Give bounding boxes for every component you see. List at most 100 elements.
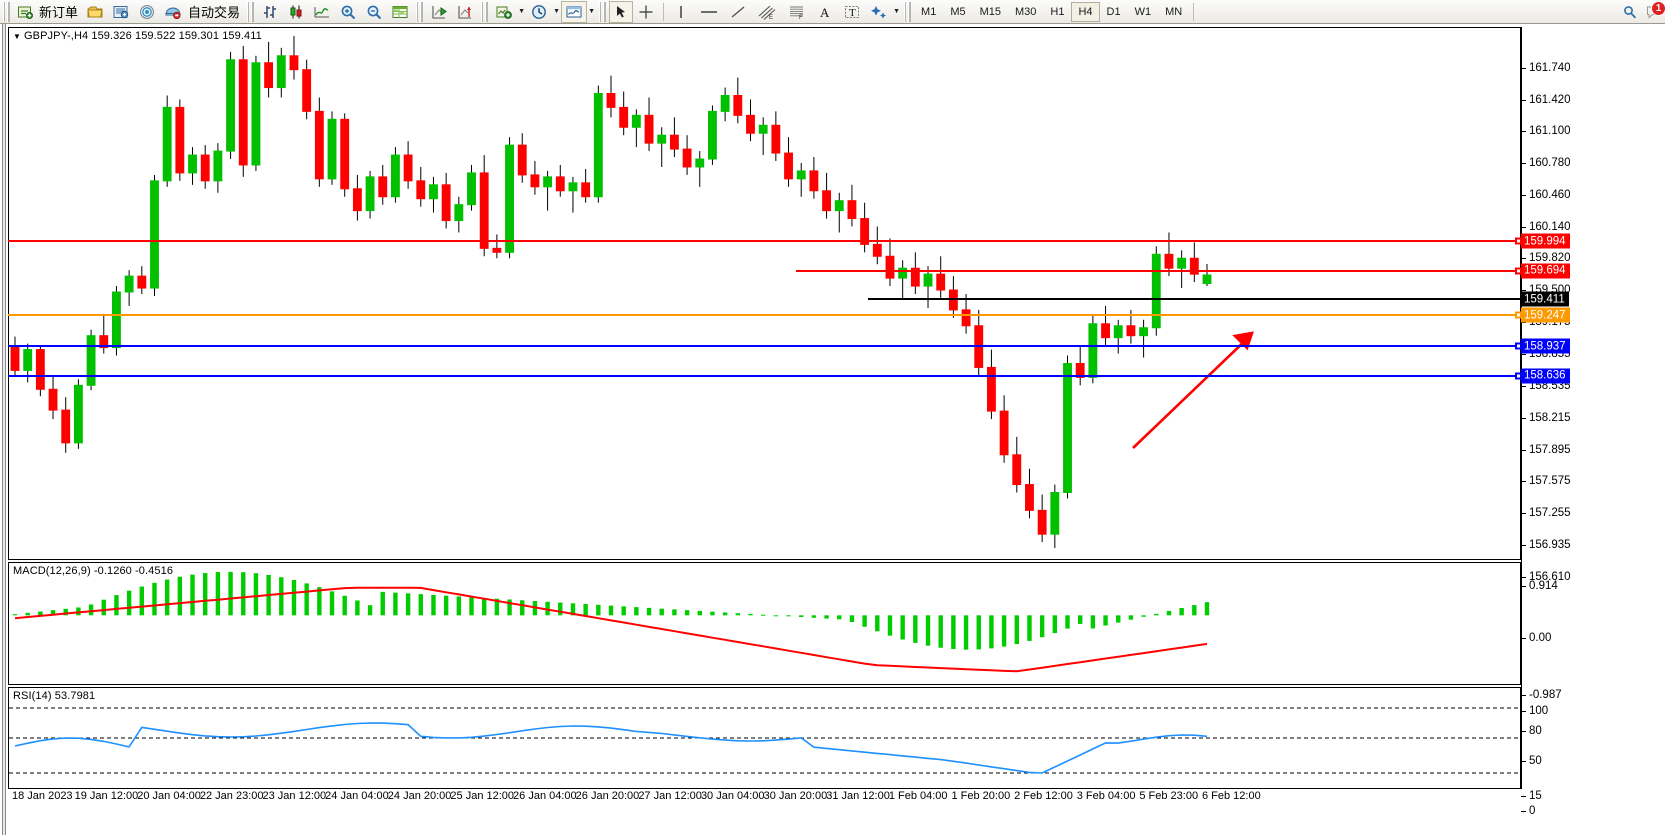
vertical-line-icon[interactable] <box>668 1 694 23</box>
chart-shift-icon[interactable] <box>452 1 478 23</box>
price-line-resistance[interactable] <box>796 267 1522 275</box>
time-tick-label: 3 Feb 04:00 <box>1076 790 1136 802</box>
chart-left-scroll-handle[interactable] <box>0 24 8 835</box>
rsi-tick-label: 80 <box>1529 725 1542 737</box>
price-line-support[interactable] <box>8 342 1522 350</box>
chart-menu-arrow-icon[interactable]: ▼ <box>13 32 22 41</box>
rsi-tick-label: 0 <box>1529 805 1536 817</box>
macd-tick-label: 0.00 <box>1529 632 1552 645</box>
price-tick <box>1521 67 1526 69</box>
svg-text:T: T <box>849 7 856 19</box>
price-tick-label: 161.100 <box>1529 125 1571 138</box>
toolbar-grip-3[interactable] <box>416 1 424 22</box>
auto-scroll-icon[interactable] <box>426 1 452 23</box>
price-tick-label: 161.740 <box>1529 61 1571 74</box>
timeframe-w1[interactable]: W1 <box>1134 5 1152 18</box>
indicators-dropdown-arrow[interactable]: ▼ <box>518 8 525 15</box>
shapes-icon[interactable] <box>866 1 892 23</box>
rsi-tick-label: 50 <box>1529 755 1542 767</box>
macd-label: MACD(12,26,9) -0.1260 -0.4516 <box>13 565 174 577</box>
macd-tick <box>1521 638 1526 640</box>
price-tag-current-price[interactable]: 159.411 <box>1521 291 1569 307</box>
main-toolbar: 新订单 自动交易 <box>0 0 1665 24</box>
line-chart-icon[interactable] <box>309 1 335 23</box>
macd-tick-label: 0.914 <box>1529 580 1558 592</box>
timeframe-m5[interactable]: M5 <box>950 5 966 18</box>
equidistant-channel-icon[interactable]: E <box>752 1 782 23</box>
time-tick-label: 19 Jan 12:00 <box>74 790 139 802</box>
timeframe-h1[interactable]: H1 <box>1050 5 1065 18</box>
timeframe-d1[interactable]: D1 <box>1106 5 1121 18</box>
indicators-icon[interactable] <box>491 1 517 23</box>
search-icon[interactable] <box>1617 1 1643 23</box>
timeframe-m15[interactable]: M15 <box>979 5 1001 18</box>
toolbar-grip-2[interactable] <box>247 1 255 22</box>
timeframe-mn[interactable]: MN <box>1165 5 1183 18</box>
price-line-pivot[interactable] <box>8 311 1522 319</box>
news-icon[interactable] <box>108 1 134 23</box>
folder-icon[interactable] <box>82 1 108 23</box>
text-label-icon[interactable]: T <box>838 1 866 23</box>
timeframe-m30[interactable]: M30 <box>1015 5 1037 18</box>
time-tick-label: 6 Feb 12:00 <box>1202 790 1261 802</box>
text-icon[interactable]: A <box>812 1 838 23</box>
price-line-current-price[interactable] <box>868 298 1521 301</box>
zoom-out-icon[interactable] <box>361 1 387 23</box>
period-dropdown-arrow[interactable]: ▼ <box>553 8 560 15</box>
price-tick <box>1521 544 1526 546</box>
bar-chart-icon[interactable] <box>257 1 283 23</box>
price-pane[interactable]: ▼ GBPJPY-,H4 159.326 159.522 159.301 159.… <box>8 27 1521 560</box>
candlestick-chart-icon[interactable] <box>283 1 309 23</box>
price-tick-label: 160.140 <box>1529 220 1571 233</box>
price-tick <box>1521 577 1526 579</box>
price-tick <box>1521 481 1526 483</box>
time-tick-label: 2 Feb 12:00 <box>1014 790 1073 802</box>
templates-icon[interactable] <box>561 0 588 23</box>
autotrade-icon[interactable] <box>160 1 186 23</box>
rsi-tick <box>1521 796 1526 797</box>
shapes-dropdown-arrow[interactable]: ▼ <box>893 8 900 15</box>
price-tag-resistance[interactable]: 159.694 <box>1521 263 1570 279</box>
symbol-info-label: ▼ GBPJPY-,H4 159.326 159.522 159.301 159.… <box>13 30 262 42</box>
time-axis[interactable]: 18 Jan 2023 19 Jan 12:00 20 Jan 04:00 22 Ja… <box>8 790 1521 808</box>
timeframe-m1[interactable]: M1 <box>921 5 937 18</box>
zoom-in-icon[interactable] <box>335 1 361 23</box>
rsi-pane[interactable]: RSI(14) 53.7981 <box>8 687 1521 789</box>
autotrade-label[interactable]: 自动交易 <box>188 5 241 20</box>
data-window-icon[interactable] <box>387 1 413 23</box>
templates-dropdown-arrow[interactable]: ▼ <box>588 8 595 15</box>
price-tag-support[interactable]: 158.937 <box>1521 338 1570 354</box>
price-tag-support[interactable]: 158.636 <box>1521 368 1570 384</box>
new-order-icon[interactable] <box>13 1 37 23</box>
toolbar-grip-6[interactable] <box>904 1 912 22</box>
period-icon[interactable] <box>526 1 552 23</box>
price-tick-label: 156.935 <box>1529 538 1571 551</box>
new-order-label[interactable]: 新订单 <box>39 5 79 20</box>
time-tick-label: 1 Feb 20:00 <box>951 790 1011 802</box>
crosshair-icon[interactable] <box>633 1 659 23</box>
chart-area[interactable]: ▼ GBPJPY-,H4 159.326 159.522 159.301 159.… <box>0 24 1665 835</box>
time-tick-label: 22 Jan 23:00 <box>199 790 264 802</box>
toolbar-grip-5[interactable] <box>599 1 607 22</box>
horizontal-line-icon[interactable] <box>694 1 724 23</box>
alert-icon[interactable]: 1 <box>1643 0 1665 22</box>
price-line-resistance[interactable] <box>8 237 1522 245</box>
signal-icon[interactable] <box>134 1 160 23</box>
timeframe-h4[interactable]: H4 <box>1071 1 1100 22</box>
rsi-tick <box>1521 711 1526 712</box>
toolbar-grip[interactable] <box>3 1 10 22</box>
rsi-tick <box>1521 761 1526 762</box>
cursor-icon[interactable] <box>609 0 634 23</box>
svg-text:E: E <box>769 15 773 20</box>
macd-pane[interactable]: MACD(12,26,9) -0.1260 -0.4516 <box>8 562 1521 685</box>
toolbar-grip-4[interactable] <box>481 1 489 22</box>
price-tag-pivot[interactable]: 159.247 <box>1521 307 1570 323</box>
rsi-plot <box>9 707 1520 774</box>
price-tag-resistance[interactable]: 159.994 <box>1521 233 1570 249</box>
time-tick-label: 25 Jan 12:00 <box>450 790 515 802</box>
fibonacci-retracement-icon[interactable]: F <box>782 1 812 23</box>
price-line-support[interactable] <box>8 372 1522 380</box>
trendline-icon[interactable] <box>724 1 752 23</box>
time-tick-label: 30 Jan 20:00 <box>763 790 828 802</box>
price-tick <box>1521 258 1526 260</box>
